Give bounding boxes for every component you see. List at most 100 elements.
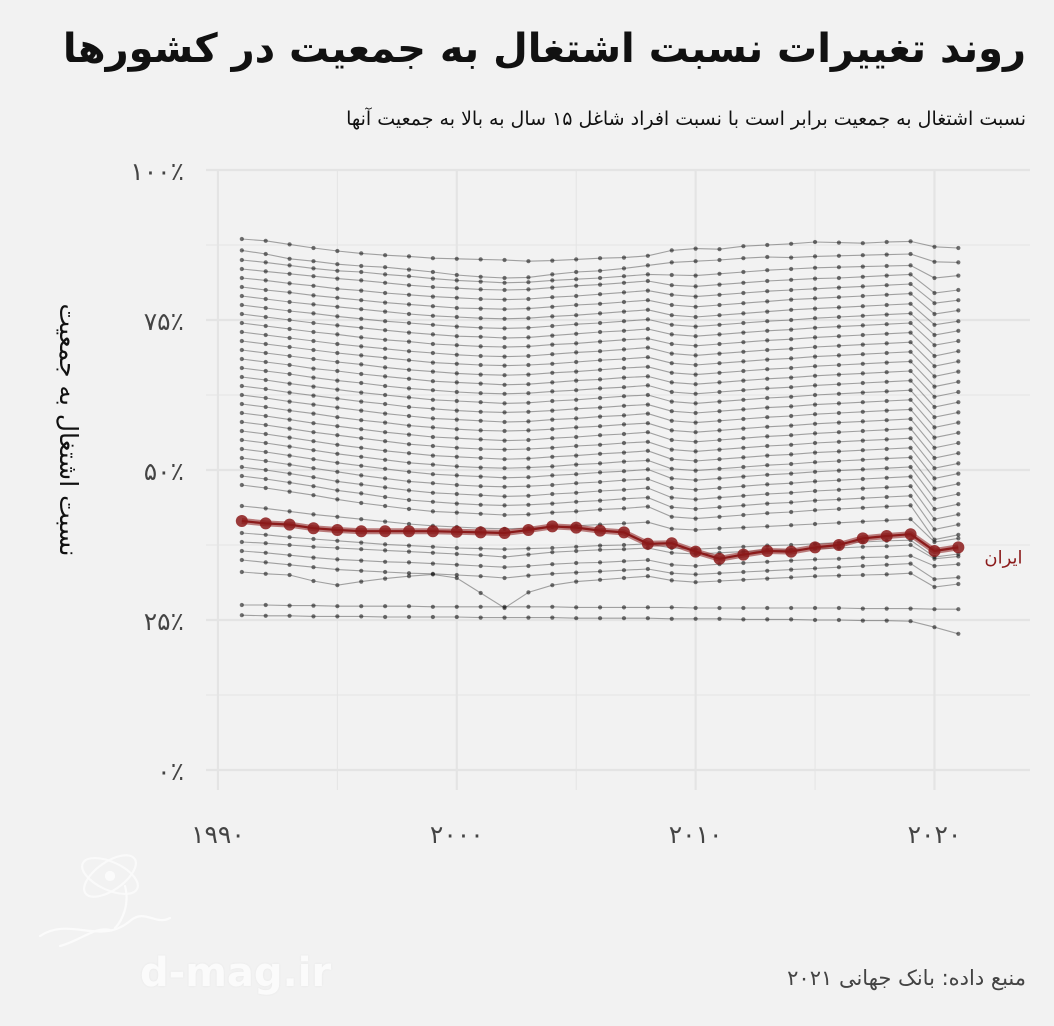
series-point: [765, 405, 770, 410]
series-point: [454, 272, 459, 278]
series-point: [908, 517, 913, 522]
series-point: [406, 432, 412, 437]
series-point: [693, 294, 698, 299]
series-point: [741, 256, 746, 261]
series-point: [717, 409, 722, 414]
series-point: [645, 392, 650, 398]
series-point: [574, 499, 579, 504]
series-point: [717, 380, 722, 385]
series-point: [478, 279, 483, 284]
series-point: [884, 544, 889, 549]
series-point: [311, 356, 316, 362]
series-point: [239, 266, 244, 272]
series-point: [239, 419, 244, 425]
series-point: [263, 404, 268, 410]
series-point: [574, 481, 579, 486]
series-point: [860, 264, 865, 269]
series-point: [311, 274, 316, 279]
series-point: [789, 365, 794, 371]
series-point: [359, 445, 364, 450]
series-point: [812, 450, 818, 455]
series-point: [693, 605, 698, 611]
series-point: [335, 567, 340, 572]
series-point: [478, 316, 483, 321]
series-point: [693, 372, 698, 377]
series-point: [693, 420, 698, 425]
series-point: [526, 475, 531, 480]
series-point: [908, 553, 913, 558]
series-point: [526, 615, 531, 620]
series-point: [406, 497, 412, 503]
series-point: [335, 359, 340, 365]
series-point: [741, 464, 746, 470]
series-point: [287, 308, 292, 314]
highlight-point: [474, 526, 487, 539]
x-tick-label: ۲۰۱۰: [669, 820, 723, 849]
y-tick-label: ۰٪: [157, 757, 184, 786]
series-point: [406, 386, 412, 391]
series-point: [765, 617, 770, 622]
series-point: [812, 460, 818, 465]
series-point: [359, 408, 364, 413]
series-point: [263, 467, 268, 473]
series-point: [383, 300, 388, 305]
series-point: [932, 425, 937, 430]
series-point: [263, 323, 268, 329]
series-point: [932, 244, 937, 249]
series-point: [717, 571, 722, 576]
series-point: [574, 548, 579, 554]
series-point: [932, 353, 937, 359]
series-point: [335, 614, 340, 619]
series-point: [383, 374, 388, 379]
series-point: [669, 526, 674, 531]
series-point: [693, 478, 698, 483]
series-point: [908, 340, 913, 345]
series-point: [812, 286, 818, 291]
series-point: [550, 398, 555, 404]
series-point: [430, 462, 435, 467]
series-point: [693, 353, 698, 358]
series-point: [406, 413, 412, 419]
series-point: [239, 548, 244, 554]
series-point: [956, 260, 961, 265]
series-point: [335, 396, 340, 401]
series-point: [884, 572, 889, 577]
series-point: [741, 544, 746, 549]
series-point: [359, 547, 364, 552]
series-point: [263, 251, 268, 257]
series-point: [956, 410, 961, 415]
series-point: [478, 553, 483, 558]
series-point: [621, 478, 627, 483]
series-point: [741, 359, 746, 364]
series-point: [502, 575, 507, 581]
series-point: [621, 575, 627, 581]
series-point: [693, 506, 698, 512]
series-point: [454, 371, 459, 376]
series-point: [621, 328, 627, 333]
series-point: [884, 466, 889, 471]
series-point: [359, 436, 364, 441]
series-point: [478, 391, 483, 396]
series-point: [359, 558, 364, 563]
series-point: [311, 259, 316, 264]
series-point: [359, 540, 364, 545]
series-point: [454, 398, 459, 404]
series-point: [597, 339, 603, 344]
series-point: [789, 375, 794, 380]
series-point: [574, 416, 579, 421]
x-tick-label: ۱۹۹۰: [191, 820, 245, 849]
series-point: [908, 349, 913, 354]
series-point: [741, 484, 746, 489]
series-point: [693, 458, 698, 464]
series-point: [956, 451, 961, 456]
series-point: [502, 547, 507, 552]
series-point: [765, 289, 770, 294]
series-point: [550, 473, 555, 478]
series-point: [383, 265, 388, 270]
series-point: [526, 382, 531, 387]
series-point: [621, 496, 627, 501]
series-point: [263, 377, 268, 383]
series-point: [693, 616, 698, 621]
series-point: [263, 278, 268, 283]
series-point: [383, 272, 388, 277]
